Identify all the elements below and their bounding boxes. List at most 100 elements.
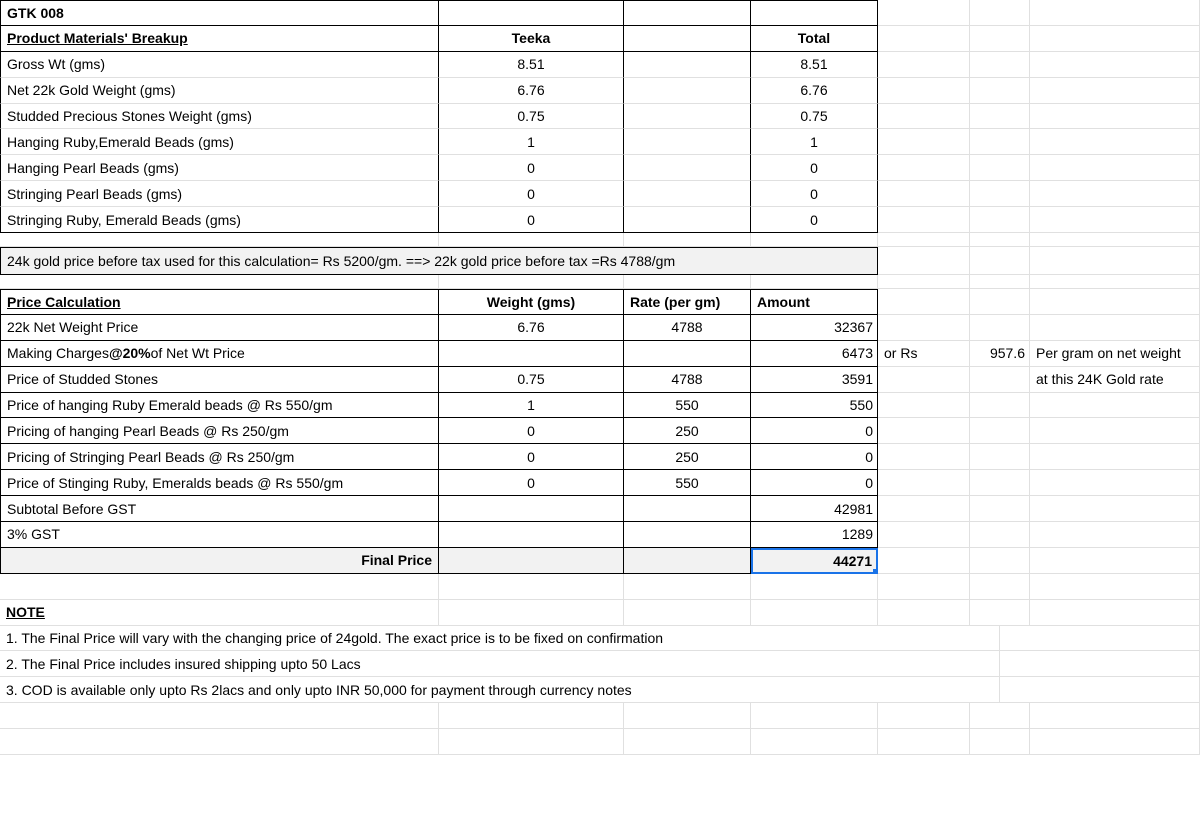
blank-cell[interactable] <box>878 496 970 522</box>
side-note[interactable]: or Rs <box>878 341 970 367</box>
product-code[interactable]: GTK 008 <box>0 0 439 26</box>
blank-cell[interactable] <box>624 52 751 78</box>
materials-label[interactable]: Studded Precious Stones Weight (gms) <box>0 104 439 130</box>
price-label[interactable]: Price of hanging Ruby Emerald beads @ Rs… <box>0 393 439 419</box>
price-rate[interactable] <box>624 341 751 367</box>
side-desc[interactable]: at this 24K Gold rate <box>1030 367 1200 393</box>
side-desc[interactable]: Per gram on net weight <box>1030 341 1200 367</box>
side-desc[interactable] <box>1030 444 1200 470</box>
materials-total-value[interactable]: 0 <box>751 207 878 233</box>
blank-cell[interactable] <box>878 522 970 548</box>
final-price-amount[interactable]: 44271 <box>751 548 878 574</box>
price-label[interactable]: Price of Studded Stones <box>0 367 439 393</box>
blank-cell[interactable] <box>970 155 1030 181</box>
blank-cell[interactable] <box>751 729 878 755</box>
blank-cell[interactable] <box>439 574 624 600</box>
blank-cell[interactable] <box>970 78 1030 104</box>
price-rate[interactable]: 4788 <box>624 367 751 393</box>
blank-cell[interactable] <box>1030 155 1200 181</box>
blank-cell[interactable] <box>1000 651 1200 677</box>
price-amount[interactable]: 32367 <box>751 315 878 341</box>
materials-label[interactable]: Hanging Ruby,Emerald Beads (gms) <box>0 129 439 155</box>
price-label[interactable]: Making Charges @20% of Net Wt Price <box>0 341 439 367</box>
side-note[interactable] <box>878 444 970 470</box>
blank-cell[interactable] <box>970 233 1030 247</box>
blank-cell[interactable] <box>1030 0 1200 26</box>
blank-cell[interactable] <box>751 275 878 289</box>
blank-cell[interactable] <box>1030 574 1200 600</box>
materials-label[interactable]: Stringing Pearl Beads (gms) <box>0 181 439 207</box>
blank-cell[interactable] <box>878 289 970 315</box>
blank-cell[interactable] <box>970 26 1030 52</box>
blank-cell[interactable] <box>1030 522 1200 548</box>
blank-cell[interactable] <box>970 129 1030 155</box>
blank-cell[interactable] <box>878 548 970 574</box>
blank-cell[interactable] <box>751 600 878 626</box>
blank-cell[interactable] <box>1030 233 1200 247</box>
blank-cell[interactable] <box>970 247 1030 275</box>
blank-cell[interactable] <box>624 729 751 755</box>
side-value[interactable] <box>970 393 1030 419</box>
blank-cell[interactable] <box>624 600 751 626</box>
materials-label[interactable]: Hanging Pearl Beads (gms) <box>0 155 439 181</box>
price-rate[interactable]: 550 <box>624 393 751 419</box>
blank-cell[interactable] <box>1030 600 1200 626</box>
blank-cell[interactable] <box>439 600 624 626</box>
blank-cell[interactable] <box>1030 729 1200 755</box>
side-note[interactable] <box>878 470 970 496</box>
materials-total-value[interactable]: 0.75 <box>751 104 878 130</box>
blank-cell[interactable] <box>878 729 970 755</box>
materials-teeka-value[interactable]: 0 <box>439 155 624 181</box>
blank-cell[interactable] <box>1030 289 1200 315</box>
blank-cell[interactable] <box>439 703 624 729</box>
price-label[interactable]: Price of Stinging Ruby, Emeralds beads @… <box>0 470 439 496</box>
blank-cell[interactable] <box>970 600 1030 626</box>
blank-cell[interactable] <box>970 181 1030 207</box>
side-desc[interactable] <box>1030 470 1200 496</box>
blank-cell[interactable] <box>624 0 751 26</box>
gst-amount[interactable]: 1289 <box>751 522 878 548</box>
blank-cell[interactable] <box>439 496 624 522</box>
blank-cell[interactable] <box>1030 496 1200 522</box>
materials-total-value[interactable]: 0 <box>751 155 878 181</box>
blank-cell[interactable] <box>878 52 970 78</box>
blank-cell[interactable] <box>624 26 751 52</box>
price-rate[interactable]: 250 <box>624 444 751 470</box>
blank-cell[interactable] <box>970 52 1030 78</box>
price-weight[interactable]: 1 <box>439 393 624 419</box>
price-header-label[interactable]: Price Calculation <box>0 289 439 315</box>
blank-cell[interactable] <box>878 247 970 275</box>
blank-cell[interactable] <box>970 104 1030 130</box>
blank-cell[interactable] <box>751 574 878 600</box>
blank-cell[interactable] <box>624 275 751 289</box>
price-header-rate[interactable]: Rate (per gm) <box>624 289 751 315</box>
price-label[interactable]: 22k Net Weight Price <box>0 315 439 341</box>
side-note[interactable] <box>878 418 970 444</box>
blank-cell[interactable] <box>624 155 751 181</box>
price-amount[interactable]: 0 <box>751 418 878 444</box>
blank-cell[interactable] <box>878 600 970 626</box>
price-weight[interactable]: 0 <box>439 470 624 496</box>
side-value[interactable] <box>970 444 1030 470</box>
price-weight[interactable]: 6.76 <box>439 315 624 341</box>
note-text[interactable]: 3. COD is available only upto Rs 2lacs a… <box>0 677 1000 703</box>
blank-cell[interactable] <box>878 78 970 104</box>
blank-cell[interactable] <box>624 574 751 600</box>
blank-cell[interactable] <box>624 207 751 233</box>
price-label[interactable]: Pricing of Stringing Pearl Beads @ Rs 25… <box>0 444 439 470</box>
note-title[interactable]: NOTE <box>0 600 439 626</box>
blank-cell[interactable] <box>970 275 1030 289</box>
price-amount[interactable]: 0 <box>751 470 878 496</box>
materials-teeka-value[interactable]: 6.76 <box>439 78 624 104</box>
blank-cell[interactable] <box>878 574 970 600</box>
blank-cell[interactable] <box>878 233 970 247</box>
price-rate[interactable]: 4788 <box>624 315 751 341</box>
blank-cell[interactable] <box>439 0 624 26</box>
blank-cell[interactable] <box>970 289 1030 315</box>
subtotal-label[interactable]: Subtotal Before GST <box>0 496 439 522</box>
blank-cell[interactable] <box>439 522 624 548</box>
blank-cell[interactable] <box>0 729 439 755</box>
materials-total-value[interactable]: 8.51 <box>751 52 878 78</box>
blank-cell[interactable] <box>878 129 970 155</box>
side-desc[interactable] <box>1030 418 1200 444</box>
